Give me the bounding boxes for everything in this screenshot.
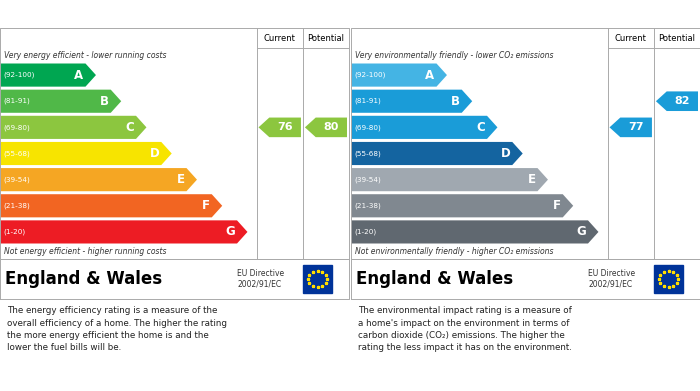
FancyBboxPatch shape <box>303 265 332 293</box>
Text: (55-68): (55-68) <box>3 150 29 157</box>
Polygon shape <box>258 118 301 137</box>
Text: B: B <box>100 95 108 108</box>
Text: Energy Efficiency Rating: Energy Efficiency Rating <box>5 7 168 20</box>
Text: England & Wales: England & Wales <box>356 270 513 288</box>
Text: E: E <box>528 173 536 186</box>
Text: England & Wales: England & Wales <box>5 270 162 288</box>
Text: C: C <box>476 121 485 134</box>
Polygon shape <box>610 118 652 137</box>
Polygon shape <box>351 90 472 113</box>
Text: (39-54): (39-54) <box>3 176 29 183</box>
Text: (92-100): (92-100) <box>354 72 386 78</box>
Text: Very environmentally friendly - lower CO₂ emissions: Very environmentally friendly - lower CO… <box>355 51 554 60</box>
Polygon shape <box>0 63 96 87</box>
Text: (1-20): (1-20) <box>354 229 376 235</box>
Polygon shape <box>351 142 523 165</box>
Text: EU Directive
2002/91/EC: EU Directive 2002/91/EC <box>237 269 284 289</box>
Polygon shape <box>351 63 447 87</box>
Text: EU Directive
2002/91/EC: EU Directive 2002/91/EC <box>588 269 636 289</box>
Text: G: G <box>576 226 586 239</box>
Text: Current: Current <box>264 34 295 43</box>
Polygon shape <box>656 91 698 111</box>
Text: C: C <box>125 121 134 134</box>
Text: (21-38): (21-38) <box>3 203 29 209</box>
Text: A: A <box>426 68 435 82</box>
Polygon shape <box>351 116 498 139</box>
Polygon shape <box>351 168 548 191</box>
Polygon shape <box>0 194 222 217</box>
Text: Not environmentally friendly - higher CO₂ emissions: Not environmentally friendly - higher CO… <box>355 247 554 256</box>
Text: D: D <box>500 147 510 160</box>
Text: E: E <box>176 173 185 186</box>
Polygon shape <box>351 221 598 244</box>
Text: (81-91): (81-91) <box>354 98 381 104</box>
Text: 82: 82 <box>675 96 690 106</box>
Text: B: B <box>451 95 460 108</box>
Text: F: F <box>202 199 210 212</box>
Text: (21-38): (21-38) <box>354 203 381 209</box>
Polygon shape <box>0 168 197 191</box>
Polygon shape <box>305 118 347 137</box>
Text: Potential: Potential <box>307 34 344 43</box>
Text: (55-68): (55-68) <box>354 150 381 157</box>
Text: (81-91): (81-91) <box>3 98 29 104</box>
Text: Current: Current <box>615 34 647 43</box>
Text: (1-20): (1-20) <box>3 229 25 235</box>
Text: (39-54): (39-54) <box>354 176 381 183</box>
Polygon shape <box>0 221 248 244</box>
Polygon shape <box>351 194 573 217</box>
Text: Environmental Impact (CO₂) Rating: Environmental Impact (CO₂) Rating <box>356 7 589 20</box>
Text: 80: 80 <box>323 122 339 133</box>
Text: (69-80): (69-80) <box>3 124 29 131</box>
Text: A: A <box>74 68 83 82</box>
Text: (92-100): (92-100) <box>3 72 34 78</box>
Polygon shape <box>0 90 121 113</box>
FancyBboxPatch shape <box>654 265 683 293</box>
Text: Very energy efficient - lower running costs: Very energy efficient - lower running co… <box>4 51 167 60</box>
Text: Potential: Potential <box>659 34 696 43</box>
Polygon shape <box>0 116 146 139</box>
Text: The energy efficiency rating is a measure of the
overall efficiency of a home. T: The energy efficiency rating is a measur… <box>7 307 227 352</box>
Polygon shape <box>0 142 172 165</box>
Text: The environmental impact rating is a measure of
a home's impact on the environme: The environmental impact rating is a mea… <box>358 307 572 352</box>
Text: 77: 77 <box>629 122 644 133</box>
Text: D: D <box>150 147 160 160</box>
Text: (69-80): (69-80) <box>354 124 381 131</box>
Text: 76: 76 <box>277 122 293 133</box>
Text: F: F <box>553 199 561 212</box>
Text: Not energy efficient - higher running costs: Not energy efficient - higher running co… <box>4 247 167 256</box>
Text: G: G <box>225 226 235 239</box>
